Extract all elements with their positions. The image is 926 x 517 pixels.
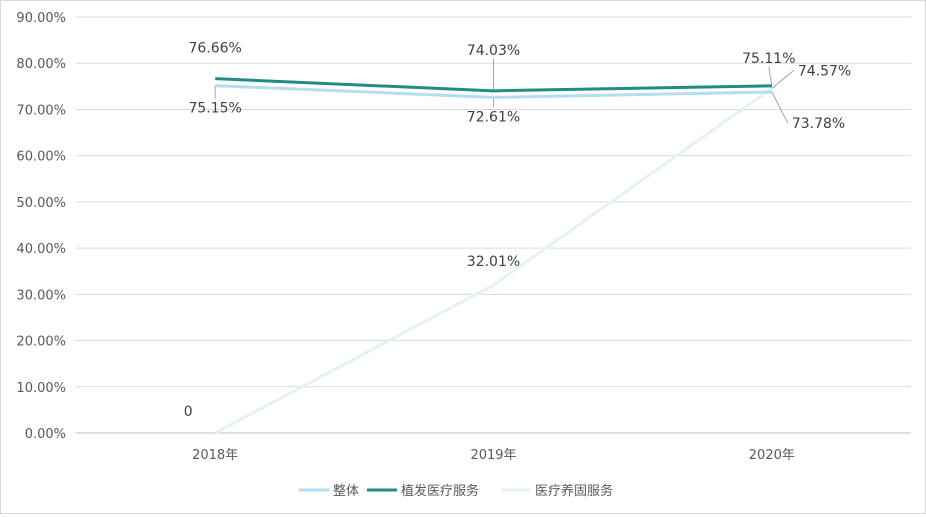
legend-item-0[interactable]: 整体 — [299, 484, 359, 499]
x-tick-label: 2019年 — [470, 448, 516, 463]
y-tick-label: 80.00% — [16, 57, 66, 72]
data-label: 32.01% — [467, 254, 520, 270]
y-tick-label: 60.00% — [16, 150, 66, 165]
y-tick-label: 0.00% — [25, 427, 66, 442]
data-label: 72.61% — [467, 109, 520, 125]
label-leader-line — [772, 70, 794, 88]
data-label: 73.78% — [792, 116, 845, 132]
label-leader-line — [769, 67, 772, 86]
data-label: 0 — [184, 404, 193, 420]
x-tick-label: 2020年 — [749, 448, 795, 463]
legend-label: 植发医疗服务 — [401, 483, 479, 499]
data-label: 74.57% — [798, 63, 851, 79]
legend: 整体 植发医疗服务 医疗养固服务 — [299, 483, 613, 499]
y-axis-ticks: 0.00% 10.00% 20.00% 30.00% 40.00% 50.00% 60.00… — [16, 11, 66, 442]
y-tick-label: 70.00% — [16, 103, 66, 118]
legend-label: 医疗养固服务 — [535, 483, 613, 499]
data-label: 74.03% — [467, 43, 520, 59]
y-tick-label: 30.00% — [16, 288, 66, 303]
y-tick-label: 40.00% — [16, 242, 66, 257]
y-tick-label: 10.00% — [16, 381, 66, 396]
legend-label: 整体 — [333, 484, 359, 499]
data-label: 75.15% — [188, 101, 241, 117]
x-tick-label: 2018年 — [192, 448, 238, 463]
label-leader-line — [772, 92, 788, 123]
x-axis-ticks: 2018年 2019年 2020年 — [192, 448, 795, 463]
legend-item-1[interactable]: 植发医疗服务 — [367, 483, 479, 499]
y-tick-label: 90.00% — [16, 11, 66, 26]
legend-item-2[interactable]: 医疗养固服务 — [501, 483, 613, 499]
y-tick-label: 50.00% — [16, 196, 66, 211]
data-label: 76.66% — [188, 41, 241, 57]
y-tick-label: 20.00% — [16, 335, 66, 350]
data-label: 75.11% — [742, 51, 795, 67]
